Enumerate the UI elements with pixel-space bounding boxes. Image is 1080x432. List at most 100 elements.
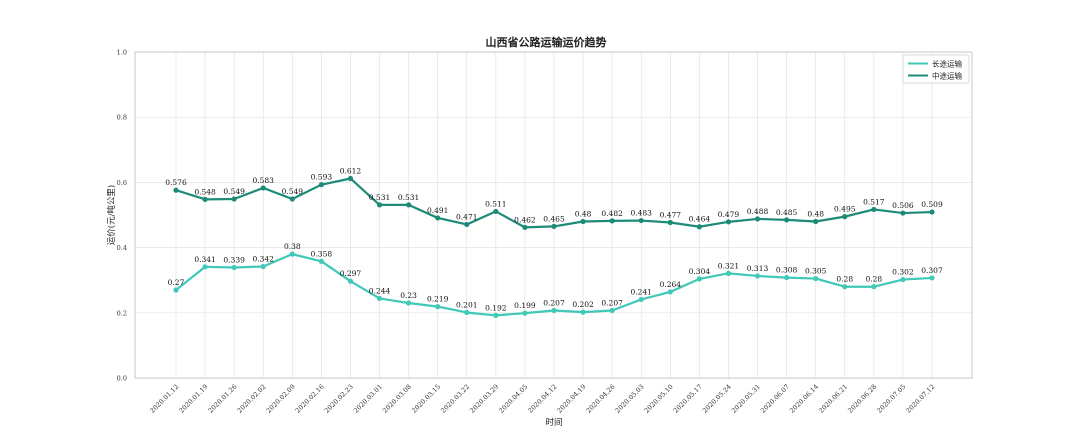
data-point [435, 215, 441, 221]
data-label: 0.297 [340, 269, 362, 278]
data-point [289, 196, 295, 202]
data-label: 0.27 [168, 278, 185, 287]
data-point [464, 221, 470, 228]
data-point [231, 196, 237, 202]
data-point [667, 219, 673, 226]
data-label: 0.48 [575, 210, 592, 219]
data-point [842, 284, 848, 290]
data-point [260, 185, 266, 191]
data-label: 0.202 [572, 300, 594, 309]
data-point [929, 275, 935, 281]
data-point [609, 218, 615, 224]
data-label: 0.483 [630, 209, 652, 218]
data-label: 0.244 [369, 286, 391, 295]
data-point [522, 224, 528, 230]
legend: 长途运输 中途运输 [902, 54, 970, 84]
data-label: 0.549 [223, 187, 245, 196]
data-label: 0.28 [836, 275, 853, 284]
data-label: 0.38 [284, 242, 301, 251]
data-point [754, 273, 761, 279]
data-point [173, 187, 179, 193]
data-label: 0.341 [194, 255, 215, 264]
data-point [347, 278, 354, 284]
data-label: 0.207 [543, 299, 565, 308]
data-label: 0.548 [194, 187, 216, 196]
data-label: 0.477 [660, 210, 682, 219]
data-point [638, 217, 644, 224]
data-label: 0.506 [892, 201, 914, 210]
data-point [464, 309, 470, 316]
data-point [231, 264, 237, 271]
data-label: 0.612 [340, 166, 362, 175]
data-label: 0.264 [660, 280, 682, 289]
data-point [551, 307, 557, 314]
data-label: 0.302 [892, 268, 914, 277]
data-label: 0.511 [485, 199, 506, 208]
y-axis-label: 运价(元/吨公里) [106, 185, 117, 246]
data-point [813, 275, 819, 282]
data-label: 0.305 [805, 267, 827, 276]
data-point [842, 214, 848, 220]
data-point [202, 196, 208, 202]
data-point [900, 276, 906, 283]
data-label: 0.308 [776, 266, 798, 275]
data-label: 0.517 [863, 197, 885, 206]
chart-title: 山西省公路运输运价趋势 [486, 35, 607, 49]
data-point [784, 274, 790, 281]
data-point [667, 289, 673, 295]
data-point [260, 263, 266, 270]
data-label: 0.358 [311, 249, 333, 258]
data-point [871, 284, 877, 290]
data-label: 0.304 [689, 267, 711, 276]
data-label: 0.462 [514, 215, 536, 224]
data-point [493, 208, 499, 215]
data-point [929, 209, 935, 215]
data-label: 0.471 [456, 212, 477, 221]
data-point [754, 216, 761, 222]
data-label: 0.28 [865, 275, 882, 284]
data-point [493, 312, 499, 319]
data-point [522, 310, 528, 316]
data-label: 0.576 [165, 178, 187, 187]
data-point [696, 224, 702, 230]
data-point [784, 217, 790, 223]
data-point [406, 202, 412, 208]
data-point [318, 258, 324, 264]
data-label: 0.313 [747, 264, 769, 273]
x-axis-label: 时间 [545, 417, 562, 428]
data-point [580, 218, 586, 225]
data-point [202, 264, 208, 270]
data-point [696, 276, 702, 282]
y-tick-label: 0.8 [117, 114, 127, 122]
data-label: 0.48 [807, 210, 824, 219]
y-tick-label: 0.2 [117, 309, 127, 317]
data-point [406, 300, 412, 306]
data-label: 0.342 [252, 255, 274, 264]
data-label: 0.307 [921, 266, 943, 275]
data-point [638, 296, 644, 303]
data-point [347, 175, 354, 182]
data-point [435, 304, 441, 310]
data-label: 0.485 [776, 208, 798, 217]
data-point [900, 210, 906, 216]
data-label: 0.219 [427, 295, 449, 304]
data-label: 0.531 [398, 193, 419, 202]
data-label: 0.464 [689, 215, 711, 224]
data-label: 0.479 [718, 210, 740, 219]
data-point [813, 218, 819, 225]
data-point [609, 307, 615, 314]
data-point [376, 202, 383, 208]
data-point [551, 223, 557, 230]
data-point [376, 295, 383, 302]
data-label: 0.241 [630, 287, 651, 296]
legend-label-long-haul: 长途运输 [932, 59, 962, 69]
y-tick-label: 0.0 [117, 375, 127, 383]
y-tick-label: 0.4 [117, 244, 127, 252]
data-label: 0.583 [252, 176, 274, 185]
data-label: 0.321 [718, 261, 739, 270]
labels-layer: 0.27 0.341 0.339 0.342 0.38 0.358 0.297 0.244 0.… [165, 166, 943, 312]
data-label: 0.465 [543, 214, 565, 223]
data-label: 0.23 [400, 291, 417, 300]
